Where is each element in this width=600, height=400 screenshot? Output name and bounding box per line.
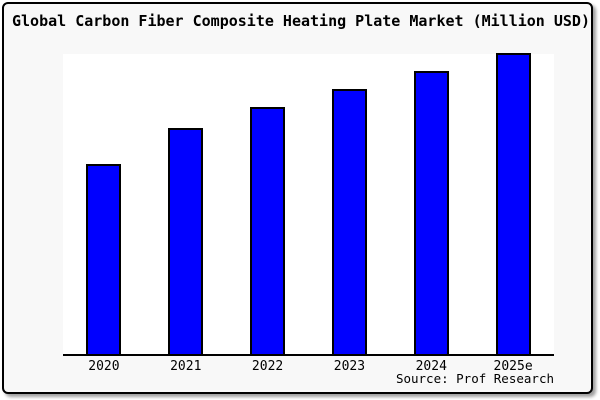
chart-title: Global Carbon Fiber Composite Heating Pl… [12,12,590,30]
x-tick-label-2025e: 2025e [493,359,533,374]
x-tick-label-2021: 2021 [170,359,202,374]
bar-2022 [250,107,286,354]
bar-2025e [495,53,531,354]
x-tick-label-2022: 2022 [251,359,284,374]
bar-2021 [168,128,204,354]
chart-card: Global Carbon Fiber Composite Heating Pl… [2,2,593,394]
plot-area [63,53,554,356]
bar-2024 [413,71,449,354]
x-tick-label-2024: 2024 [415,359,447,374]
x-tick-label-2020: 2020 [88,359,120,374]
x-axis-tick-labels: 2020 2021 2022 2023 2024 2025e [63,359,554,375]
bar-2023 [331,89,367,354]
x-tick-label-2023: 2023 [333,359,366,374]
source-attribution: Source: Prof Research [395,371,554,386]
bar-2020 [86,164,122,354]
